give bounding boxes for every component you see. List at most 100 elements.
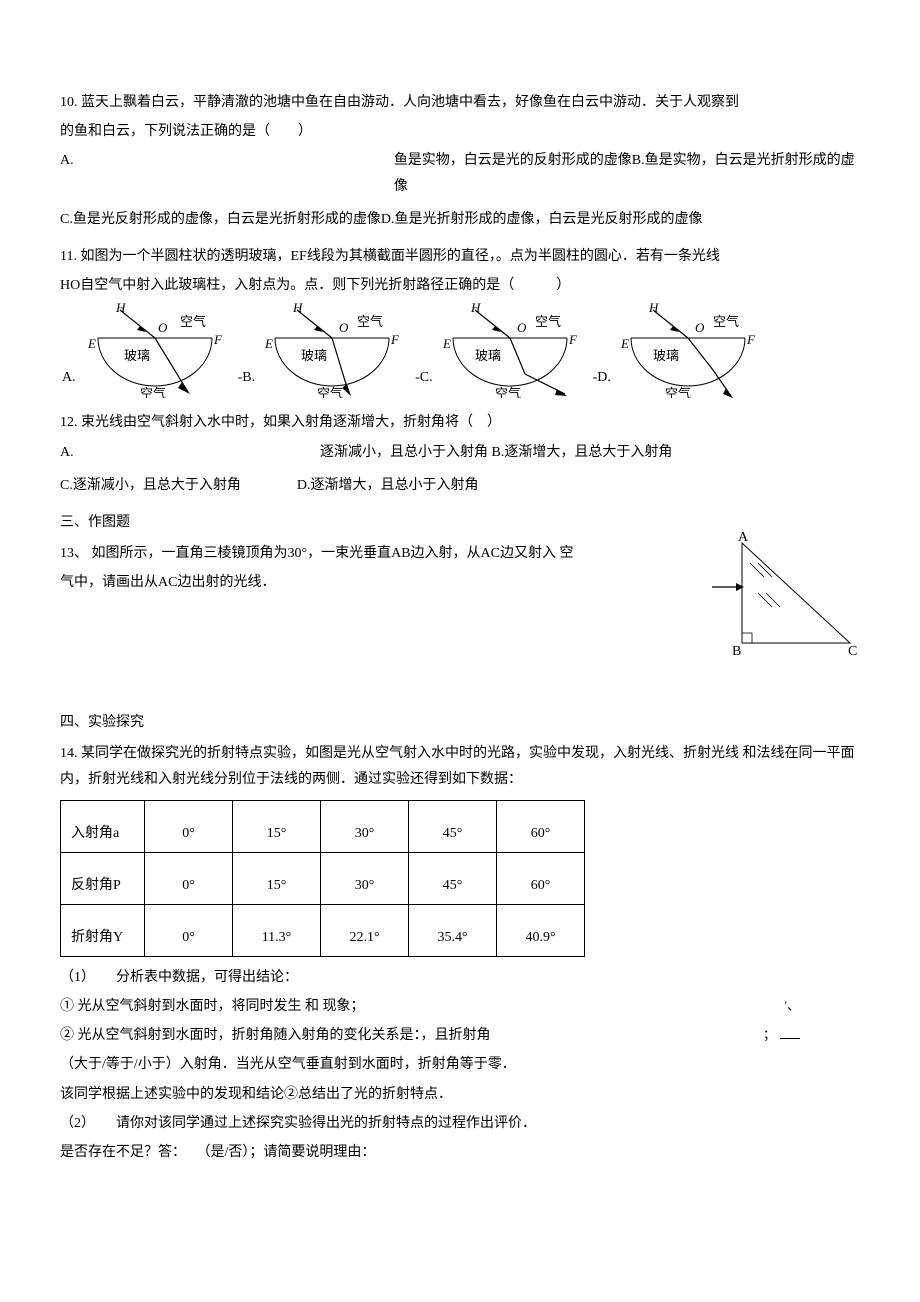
svg-text:B: B: [732, 644, 741, 659]
svg-text:H: H: [292, 302, 303, 315]
q10-num: 10.: [60, 95, 78, 110]
svg-text:空气: 空气: [665, 386, 691, 398]
q14-line7: 是否存在不足？答： （是/否）；请简要说明理由：: [60, 1140, 860, 1165]
q11-label-a: A.: [62, 365, 76, 390]
q11-diagram-b-wrap: -B. H O E F 空气 玻璃 空气: [238, 302, 408, 398]
q13-stem1-text: 如图所示，一直角三棱镜顶角为30°，一束光垂直AB边入射，从AC边又射入 空: [92, 546, 574, 561]
q12-options-ab: A. 逐渐减小，且总小于入射角 B.逐渐增大，且总大于入射角: [60, 440, 860, 465]
table-header-col0: 入射角a: [61, 800, 145, 852]
svg-text:C: C: [848, 644, 857, 659]
table-cell: 反射角P: [61, 852, 145, 904]
svg-text:F: F: [568, 332, 578, 347]
q12-optA-text: 逐渐减小，且总小于入射角 B.逐渐增大，且总大于入射角: [320, 440, 672, 465]
svg-text:F: F: [746, 332, 756, 347]
svg-text:玻璃: 玻璃: [653, 348, 679, 363]
q10-stem2: 的鱼和白云，下列说法正确的是（ ）: [60, 119, 860, 144]
svg-text:空气: 空气: [180, 314, 206, 329]
q11-num: 11.: [60, 249, 77, 264]
svg-text:H: H: [470, 302, 481, 315]
svg-text:空气: 空气: [713, 314, 739, 329]
q14-mark3-text: ；: [763, 1027, 776, 1042]
svg-text:玻璃: 玻璃: [124, 348, 150, 363]
q14-mark2: '、: [785, 994, 800, 1017]
q11-label-b: -B.: [238, 365, 256, 390]
triangle-prism-icon: A B C: [710, 531, 860, 661]
q11-label-c: -C.: [415, 365, 433, 390]
svg-text:E: E: [87, 336, 96, 351]
table-cell: 30°: [321, 852, 409, 904]
svg-text:E: E: [264, 336, 273, 351]
q10-options-ab: A. 鱼是实物，白云是光的反射形成的虚像B.鱼是实物，白云是光折射形成的虚像: [60, 148, 860, 198]
q10-stem1: 10. 蓝天上飘着白云，平静清澈的池塘中鱼在自由游动．人向池塘中看去，好像鱼在白…: [60, 90, 860, 115]
svg-text:H: H: [648, 302, 659, 315]
q14-line5: 该同学根据上述实验中的发现和结论②总结出了光的折射特点．: [60, 1082, 860, 1107]
svg-text:空气: 空气: [140, 386, 166, 398]
table-cell: 22.1°: [321, 904, 409, 956]
question-12: 12. 束光线由空气斜射入水中时，如果入射角逐渐增大，折射角将（ ） A. 逐渐…: [60, 410, 860, 498]
q14-line3: ② 光从空气斜射到水面时，折射角随入射角的变化关系是：，且折射角: [60, 1023, 491, 1048]
q14-table: 入射角a 0° 15° 30° 45° 60° 反射角P 0° 15° 30° …: [60, 800, 585, 957]
q14-line1: （1） 分析表中数据，可得出结论：: [60, 965, 860, 990]
q14-line2: ① 光从空气斜射到水面时，将同时发生 和 现象；: [60, 994, 365, 1019]
svg-text:空气: 空气: [317, 386, 343, 398]
table-row: 折射角Y 0° 11.3° 22.1° 35.4° 40.9°: [61, 904, 585, 956]
semicircle-diagram-c-icon: H O E F 空气 玻璃 空气: [435, 302, 585, 398]
table-header-col4: 45°: [409, 800, 497, 852]
svg-text:F: F: [390, 332, 400, 347]
svg-text:空气: 空气: [357, 314, 383, 329]
q13-triangle-wrap: A B C: [710, 531, 860, 670]
semicircle-diagram-a-icon: H O E F 空气 玻璃 空气: [80, 302, 230, 398]
svg-text:E: E: [620, 336, 629, 351]
table-header-col3: 30°: [321, 800, 409, 852]
q14-line4: （大于/等于/小于）入射角．当光从空气垂直射到水面时，折射角等于零．: [60, 1052, 860, 1077]
table-header-col5: 60°: [497, 800, 585, 852]
question-11: 11. 如图为一个半圆柱状的透明玻璃，EF线段为其横截面半圆形的直径，。点为半圆…: [60, 244, 860, 398]
underline-icon: [780, 1038, 800, 1039]
q14-num: 14.: [60, 746, 78, 761]
svg-text:O: O: [158, 320, 168, 335]
q14-line3-wrap: ② 光从空气斜射到水面时，折射角随入射角的变化关系是：，且折射角 ；: [60, 1023, 860, 1048]
q12-optA-pre: A.: [60, 440, 320, 465]
q10-optA-pre: A.: [60, 148, 394, 198]
svg-text:O: O: [339, 320, 349, 335]
svg-text:空气: 空气: [535, 314, 561, 329]
svg-text:E: E: [442, 336, 451, 351]
q12-stem: 12. 束光线由空气斜射入水中时，如果入射角逐渐增大，折射角将（ ）: [60, 410, 860, 435]
svg-text:O: O: [517, 320, 527, 335]
svg-text:H: H: [115, 302, 126, 315]
table-row: 反射角P 0° 15° 30° 45° 60°: [61, 852, 585, 904]
question-14: 14. 某同学在做探究光的折射特点实验，如图是光从空气射入水中时的光路，实验中发…: [60, 741, 860, 1165]
table-cell: 45°: [409, 852, 497, 904]
q11-label-d: -D.: [593, 365, 611, 390]
q14-stem: 14. 某同学在做探究光的折射特点实验，如图是光从空气射入水中时的光路，实验中发…: [60, 741, 860, 791]
q10-options-cd: C.鱼是光反射形成的虚像，白云是光折射形成的虚像D.鱼是光折射形成的虚像，白云是…: [60, 207, 860, 232]
q11-stem2: HO自空气中射入此玻璃柱，入射点为。点．则下列光折射路径正确的是（ ）: [60, 273, 860, 298]
q12-num: 12.: [60, 415, 78, 430]
q14-mark3: ；: [763, 1023, 800, 1046]
q13-num: 13、: [60, 546, 88, 561]
table-header-col1: 0°: [145, 800, 233, 852]
q14-stem-text: 某同学在做探究光的折射特点实验，如图是光从空气射入水中时的光路，实验中发现，入射…: [60, 746, 855, 786]
table-cell: 0°: [145, 904, 233, 956]
table-row: 入射角a 0° 15° 30° 45° 60°: [61, 800, 585, 852]
q10-stem1-text: 蓝天上飘着白云，平静清澈的池塘中鱼在自由游动．人向池塘中看去，好像鱼在白云中游动…: [81, 95, 739, 110]
question-10: 10. 蓝天上飘着白云，平静清澈的池塘中鱼在自由游动．人向池塘中看去，好像鱼在白…: [60, 90, 860, 232]
q11-diagram-c-wrap: -C. H O E F 空气 玻璃 空气: [415, 302, 585, 398]
q11-stem1: 11. 如图为一个半圆柱状的透明玻璃，EF线段为其横截面半圆形的直径，。点为半圆…: [60, 244, 860, 269]
q11-diagram-a-wrap: A. H O E F 空气 玻璃 空气: [60, 302, 230, 398]
q14-line2-wrap: ① 光从空气斜射到水面时，将同时发生 和 现象； '、: [60, 994, 860, 1019]
table-header-col2: 15°: [233, 800, 321, 852]
question-13: A B C 13、 如图所示，一直角三棱镜顶角为30°，一束光垂直AB边入射，从…: [60, 541, 860, 670]
svg-text:O: O: [695, 320, 705, 335]
section-4-title: 四、实验探究: [60, 710, 860, 735]
svg-text:玻璃: 玻璃: [475, 348, 501, 363]
q12-options-cd: C.逐渐减小，且总大于入射角 D.逐渐增大，且总小于入射角: [60, 473, 860, 498]
semicircle-diagram-b-icon: H O E F 空气 玻璃 空气: [257, 302, 407, 398]
svg-text:A: A: [738, 531, 749, 545]
q12-stem-text: 束光线由空气斜射入水中时，如果入射角逐渐增大，折射角将（ ）: [81, 415, 501, 430]
table-cell: 11.3°: [233, 904, 321, 956]
table-cell: 35.4°: [409, 904, 497, 956]
svg-text:空气: 空气: [495, 386, 521, 398]
q11-diagrams: A. H O E F 空气 玻璃 空气 -B.: [60, 302, 860, 398]
table-cell: 0°: [145, 852, 233, 904]
